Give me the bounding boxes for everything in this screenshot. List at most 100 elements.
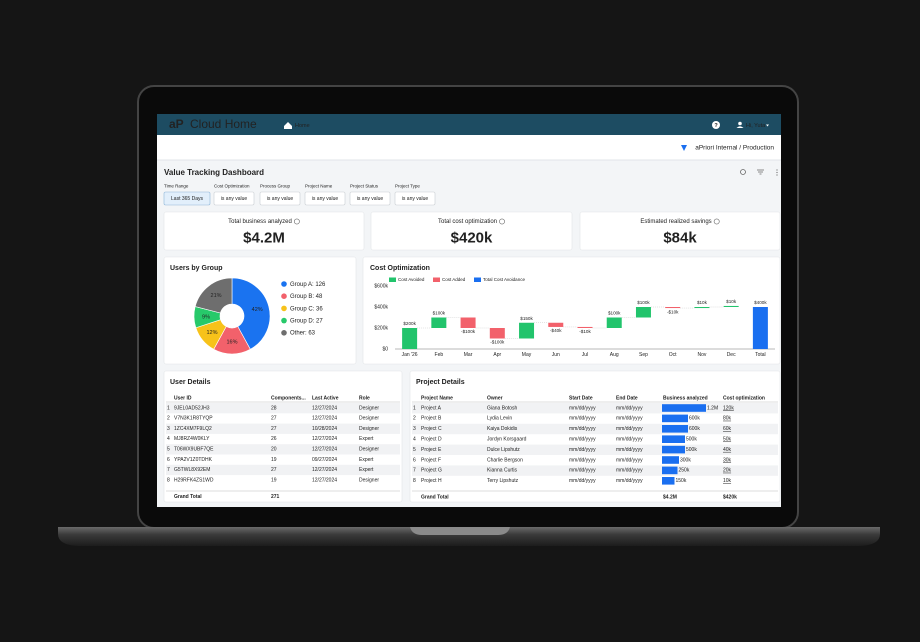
help-icon[interactable]	[712, 121, 720, 129]
table-cell: Jordyn Korsgaard	[487, 437, 527, 443]
table-cell: Expert	[359, 436, 374, 442]
filter-value: is any value	[312, 196, 339, 202]
legend-swatch	[389, 277, 396, 282]
table-cell: V7N3K1R8TYQP	[174, 416, 213, 422]
base-notch	[410, 527, 510, 535]
table-cell: mm/dd/yyyy	[616, 447, 643, 453]
table-cell: Kaiya Dokidis	[487, 426, 518, 432]
filter-icon[interactable]	[757, 169, 764, 175]
user-icon-head	[738, 121, 742, 126]
table-cell: mm/dd/yyyy	[569, 457, 596, 463]
table-cell: 27	[271, 467, 277, 473]
kpi-value: $420k	[451, 229, 493, 246]
table-cell: 1ZC4XM7F9LQ2	[174, 426, 212, 432]
user-menu[interactable]: Hi, Yuta	[746, 123, 766, 129]
legend-swatch	[281, 317, 287, 324]
x-tick-label: Mar	[464, 352, 473, 358]
slice-label: 21%	[211, 293, 222, 299]
bar-label: 300k	[680, 457, 691, 463]
table-cell: 10/28/2024	[312, 426, 337, 432]
value-label: -$100k	[461, 329, 476, 334]
table-cell-link: 120k	[723, 405, 734, 411]
filter-button[interactable]	[394, 191, 436, 206]
table-cell: 12/27/2024	[312, 416, 337, 422]
bar-label: 500k	[686, 437, 697, 443]
legend-label: Cost Avoided	[398, 277, 425, 282]
table-cell: 12/27/2024	[312, 467, 337, 473]
table-cell: Project G	[421, 468, 442, 474]
refresh-icon[interactable]	[740, 169, 746, 175]
legend-swatch	[474, 277, 481, 282]
filter-button[interactable]	[259, 191, 301, 206]
data-bar	[662, 445, 685, 454]
legend-label: Group C: 36	[290, 306, 323, 312]
table-cell: Project E	[421, 447, 442, 453]
column-header: Start Date	[569, 395, 593, 401]
laptop-base	[58, 527, 880, 546]
table-cell: 27	[271, 416, 277, 422]
column-header: Business analyzed	[663, 395, 708, 401]
more-icon[interactable]	[776, 174, 778, 176]
legend-swatch	[281, 293, 287, 300]
nav-home[interactable]: Home	[295, 123, 310, 129]
more-icon[interactable]	[776, 171, 778, 174]
table-cell: 12/27/2024	[312, 405, 337, 411]
table-cell: 6	[413, 457, 416, 463]
table-cell: 19	[271, 457, 277, 463]
table-cell: T06WX9UBF7QE	[174, 447, 214, 453]
filter-value: is any value	[402, 196, 429, 202]
column-header: Last Active	[312, 395, 339, 401]
filter-button[interactable]	[213, 191, 255, 206]
x-tick-label: Feb	[435, 352, 444, 358]
table-title: User Details	[170, 379, 211, 386]
table-cell: Project B	[421, 416, 442, 422]
table-cell: mm/dd/yyyy	[616, 468, 643, 474]
legend-swatch	[281, 330, 287, 336]
table-cell-link: 80k	[723, 416, 732, 422]
table-cell: MJ8RZ4W0KLY	[174, 436, 210, 442]
info-icon	[713, 218, 720, 225]
filter-value: is any value	[357, 196, 384, 202]
bar-label: 600k	[689, 416, 700, 422]
slice-label: 16%	[226, 339, 237, 345]
x-tick-label: Dec	[727, 352, 736, 358]
table-cell: 3	[413, 426, 416, 432]
filter-button[interactable]	[304, 191, 346, 206]
row-stripe	[166, 423, 400, 434]
pie-slice	[194, 277, 233, 314]
y-tick-label: $200k	[374, 325, 388, 331]
table-cell: mm/dd/yyyy	[569, 468, 596, 474]
row-stripe	[412, 444, 778, 455]
more-icon[interactable]	[776, 169, 778, 171]
logo: aP	[169, 117, 184, 131]
value-label: -$10k	[579, 329, 591, 334]
row-stripe	[166, 403, 400, 414]
table-cell: 1	[413, 405, 416, 411]
table-cell: 12/27/2024	[312, 477, 337, 483]
table-cell: 5	[167, 447, 170, 453]
legend-label: Cost Added	[442, 277, 466, 282]
waterfall-bar	[752, 307, 768, 349]
slice-label: 42%	[252, 307, 263, 313]
row-stripe	[166, 464, 400, 476]
legend-swatch	[281, 281, 287, 287]
table-cell: mm/dd/yyyy	[616, 405, 643, 411]
total-value: 271	[271, 494, 280, 500]
bar-label: 1.2M	[707, 405, 718, 411]
table-cell: Project H	[421, 478, 442, 484]
value-label: -$10k	[667, 309, 679, 314]
table-cell: mm/dd/yyyy	[616, 478, 643, 484]
filter-button[interactable]	[349, 191, 391, 206]
table-cell: Designer	[359, 416, 379, 422]
column-header: Owner	[487, 395, 503, 401]
table-cell: mm/dd/yyyy	[569, 405, 596, 411]
waterfall-bar	[460, 317, 476, 328]
kpi-value: $84k	[663, 229, 697, 246]
filter-label: Time Range	[164, 184, 189, 189]
table-cell: Designer	[359, 447, 379, 453]
info-icon	[499, 218, 505, 225]
table-cell: Terry Lipshutz	[487, 478, 519, 484]
filter-button[interactable]	[163, 191, 211, 206]
table-title: Project Details	[416, 379, 465, 386]
